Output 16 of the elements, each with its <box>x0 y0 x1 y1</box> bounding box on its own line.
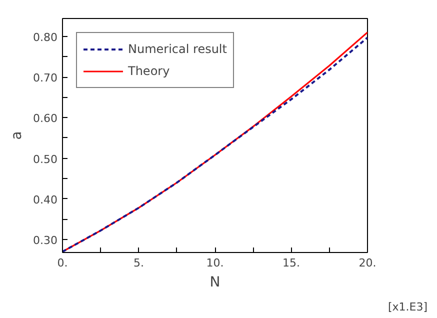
y-tick-label: 0.30 <box>33 234 58 247</box>
x-tick-label: 10. <box>206 256 224 270</box>
y-axis-title: a <box>9 131 26 140</box>
x-tick-label: 20. <box>358 256 376 270</box>
x-tick-label: 15. <box>282 256 300 270</box>
x-tick-label: 0. <box>57 256 68 270</box>
y-tick-label: 0.40 <box>33 193 58 206</box>
text: [x1.E3] <box>388 300 428 314</box>
y-tick-label: 0.80 <box>33 30 58 44</box>
legend-label: Numerical result <box>128 42 227 56</box>
y-tick-label: 0.60 <box>33 112 58 126</box>
y-tick-label: 0.50 <box>33 152 58 166</box>
legend-label: Theory <box>128 64 170 78</box>
y-tick-label: 0.70 <box>33 72 58 84</box>
x-axis-title: N <box>210 274 220 290</box>
x-tick-label: 5. <box>134 256 144 270</box>
